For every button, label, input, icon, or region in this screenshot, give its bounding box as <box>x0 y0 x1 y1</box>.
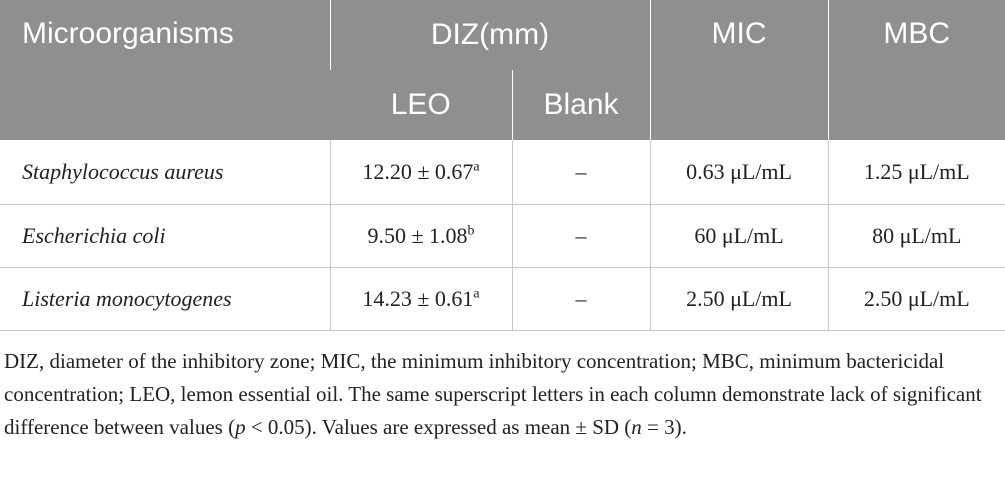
footnote-text: < 0.05). Values are expressed as mean ± … <box>245 415 632 439</box>
leo-cell: 12.20 ± 0.67a <box>329 140 512 205</box>
leo-superscript: a <box>473 286 480 302</box>
header-cell: Microorganisms <box>0 0 330 140</box>
header-row: LEO Blank <box>0 70 1005 140</box>
mbc-cell: 2.50 μL/mL <box>827 267 1005 331</box>
mic-cell: 0.63 μL/mL <box>649 140 829 205</box>
header-cell: LEO <box>330 70 512 140</box>
results-table: Microorganisms DIZ(mm) MIC MBC LEO Blank… <box>0 0 1005 331</box>
table-row: Staphylococcus aureus 12.20 ± 0.67a –0.63 … <box>0 140 1005 205</box>
mbc-cell: 1.25 μL/mL <box>827 140 1005 205</box>
blank-cell: – <box>511 267 651 331</box>
organism-cell: Staphylococcus aureus <box>0 140 330 205</box>
table-row: Escherichia coli 9.50 ± 1.08b –60 μL/mL 80 … <box>0 204 1005 268</box>
leo-value: 12.20 ± 0.67 <box>362 159 474 184</box>
leo-value: 9.50 ± 1.08 <box>367 223 468 248</box>
table-row: Listeria monocytogenes 14.23 ± 0.61a –2.50… <box>0 267 1005 331</box>
header-cell: MBC <box>827 0 1005 140</box>
header-cell: DIZ(mm) <box>329 0 651 70</box>
blank-cell: – <box>511 140 651 205</box>
organism-cell: Escherichia coli <box>0 204 330 268</box>
header-cell: Blank <box>511 70 651 140</box>
table-body: Staphylococcus aureus 12.20 ± 0.67a –0.63 … <box>0 140 1005 331</box>
leo-superscript: a <box>473 159 480 175</box>
footnote-text: DIZ, diameter of the inhibitory zone; MI… <box>4 349 982 439</box>
footnote-text: p <box>235 415 246 439</box>
mic-cell: 2.50 μL/mL <box>649 267 829 331</box>
organism-cell: Listeria monocytogenes <box>0 267 330 331</box>
blank-cell: – <box>511 204 651 268</box>
footnote-text: n <box>631 415 642 439</box>
leo-superscript: b <box>467 223 475 239</box>
footnote: DIZ, diameter of the inhibitory zone; MI… <box>4 345 995 444</box>
mbc-cell: 80 μL/mL <box>827 204 1005 268</box>
header-row: Microorganisms DIZ(mm) MIC MBC <box>0 0 1005 140</box>
header-cell: MIC <box>649 0 829 140</box>
leo-value: 14.23 ± 0.61 <box>362 286 474 311</box>
footnote-text: = 3). <box>641 415 687 439</box>
leo-cell: 9.50 ± 1.08b <box>329 204 512 268</box>
leo-cell: 14.23 ± 0.61a <box>329 267 512 331</box>
mic-cell: 60 μL/mL <box>649 204 829 268</box>
